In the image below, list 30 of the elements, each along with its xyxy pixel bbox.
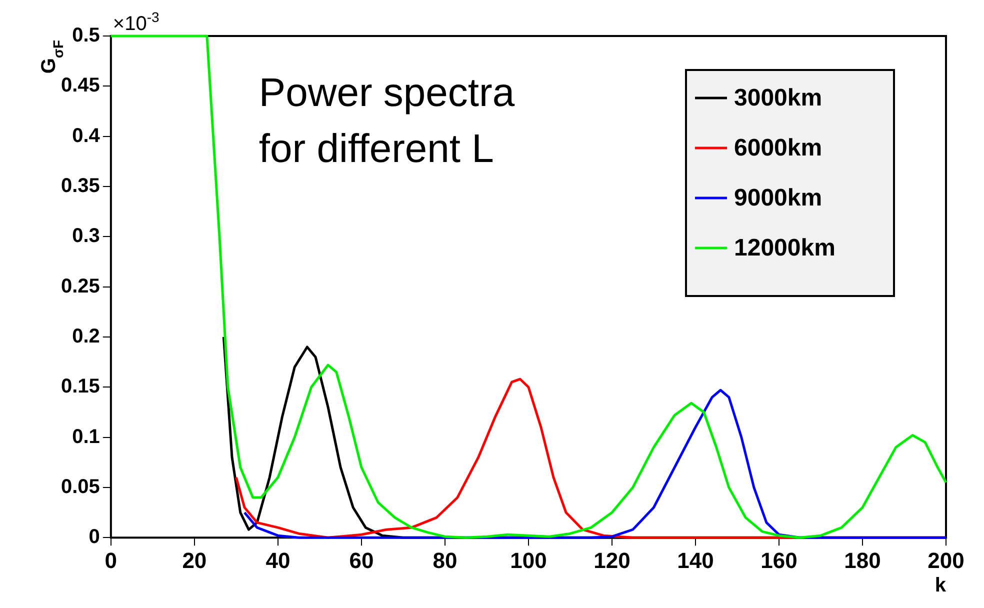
y-tick-label: 0.45 <box>60 74 100 97</box>
legend-label: 6000km <box>734 134 822 162</box>
x-tick-label: 180 <box>844 548 881 573</box>
x-tick-label: 100 <box>510 548 547 573</box>
y-tick-label: 0.5 <box>72 24 100 47</box>
y-tick-label: 0.15 <box>60 376 100 398</box>
y-axis-title: GσF <box>38 40 66 74</box>
y-tick-label: 0.2 <box>72 325 100 348</box>
legend-label: 3000km <box>734 84 822 112</box>
x-tick-label: 140 <box>677 548 714 573</box>
annotation: for different L <box>258 127 494 171</box>
x-tick-label: 160 <box>760 548 798 573</box>
y-tick-label: 0.1 <box>72 426 100 448</box>
x-tick-label: 80 <box>432 548 458 573</box>
y-tick-label: 0 <box>88 526 100 548</box>
x-tick-label: 0 <box>104 548 118 573</box>
legend-label: 12000km <box>734 234 836 262</box>
annotation: Power spectra <box>258 71 516 115</box>
y-tick-label: 0.4 <box>72 124 101 147</box>
x-tick-label: 20 <box>182 548 207 573</box>
y-tick-label: 0.05 <box>60 476 100 498</box>
x-tick-label: 200 <box>928 548 964 573</box>
x-tick-label: 120 <box>594 548 630 573</box>
y-tick-label: 0.35 <box>60 174 100 197</box>
legend-label: 9000km <box>734 184 822 212</box>
x-axis-title: k <box>934 574 947 597</box>
x-tick-label: 60 <box>349 548 374 573</box>
x-tick-label: 40 <box>266 548 290 573</box>
y-tick-label: 0.25 <box>60 275 100 298</box>
y-tick-label: 0.3 <box>72 225 100 248</box>
